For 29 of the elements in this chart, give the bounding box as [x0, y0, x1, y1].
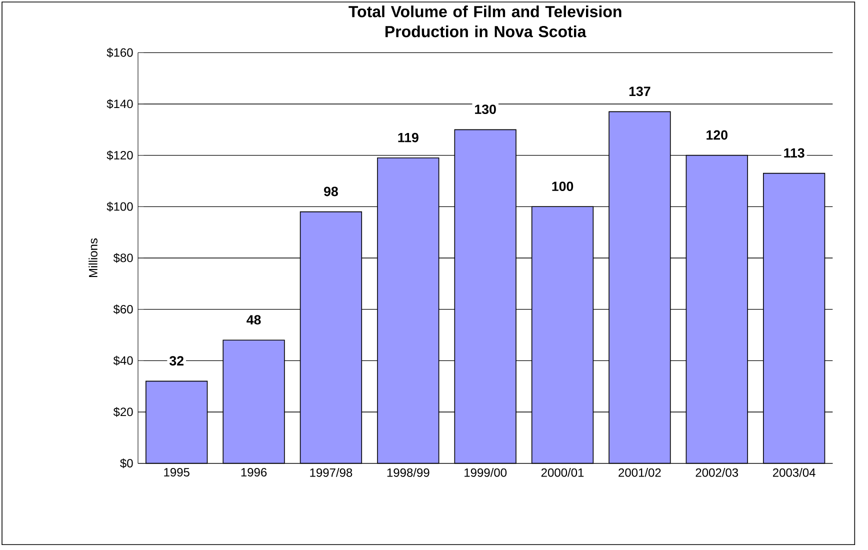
x-tick-label: 1996 [241, 468, 267, 477]
data-label: 100 [552, 182, 574, 192]
chart-title: Total Volume of Film and Television Production in Nova Scotia [348, 6, 622, 38]
y-axis-title: Millions [88, 238, 98, 278]
x-tick-label: 2000/01 [541, 468, 584, 477]
x-tick-label: 1995 [164, 468, 190, 477]
y-tick-label: $40 [113, 356, 133, 366]
y-tick-label: $60 [113, 304, 133, 314]
x-tick-label: 1999/00 [464, 468, 507, 477]
data-label: 113 [784, 148, 804, 158]
data-label: 48 [246, 315, 261, 325]
data-label: 137 [629, 86, 650, 96]
y-tick-label: $0 [120, 458, 133, 468]
x-tick-label: 2003/04 [772, 468, 816, 477]
y-tick-label: $20 [113, 407, 133, 417]
y-tick-label: $160 [106, 48, 133, 58]
x-tick-label: 1998/99 [387, 468, 430, 477]
data-label: 130 [475, 104, 496, 114]
x-tick-label: 1997/98 [310, 468, 352, 477]
y-tick-label: $100 [106, 202, 133, 212]
x-tick-label: 2001/02 [618, 468, 661, 477]
y-tick-label: $120 [106, 150, 133, 160]
x-tick-label: 2002/03 [696, 468, 738, 477]
y-tick-label: $80 [113, 253, 133, 263]
y-tick-label: $140 [106, 99, 133, 109]
data-label: 119 [398, 132, 418, 142]
data-label: 98 [324, 186, 338, 196]
data-label: 120 [706, 130, 728, 140]
data-label: 32 [170, 356, 184, 366]
